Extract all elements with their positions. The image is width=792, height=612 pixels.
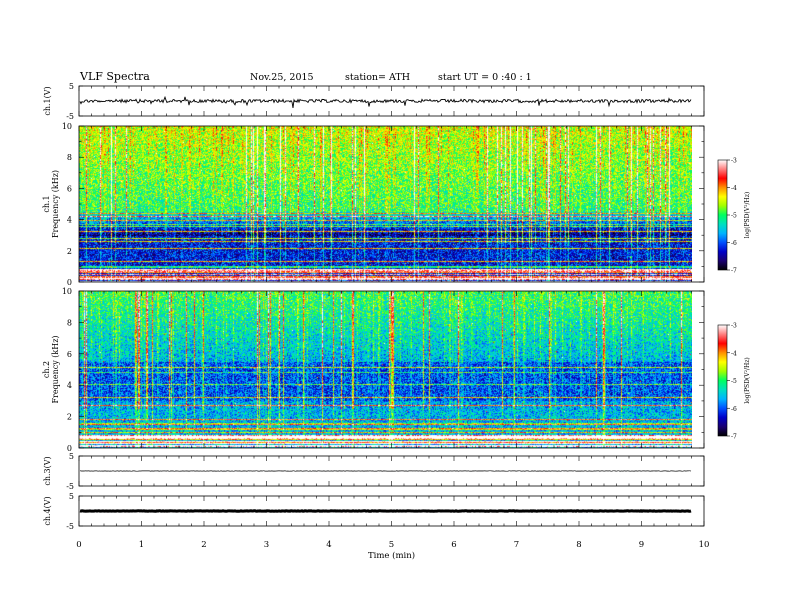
ch3-waveform-ytick: 5 (69, 452, 74, 461)
ch1-spectrogram-ytick: 6 (67, 184, 72, 193)
ch1-spectrogram-colorbar-tick: -7 (731, 268, 737, 275)
ch1-spectrogram-colorbar-tick: -4 (731, 185, 737, 192)
ch4-waveform-ylabel: ch.4(V) (43, 496, 52, 525)
ch3-waveform-ytick: -5 (66, 482, 74, 491)
ch2-spectrogram-image (79, 291, 692, 448)
ch2-spectrogram-colorbar-tick: -3 (731, 323, 737, 330)
ch2-spectrogram-ytick: 2 (67, 413, 72, 422)
ch2-spectrogram-colorbar-tick: -5 (731, 378, 737, 385)
x-axis-label: Time (min) (368, 550, 415, 561)
ch3-waveform-ylabel: ch.3(V) (43, 456, 52, 485)
x-tick-label: 3 (264, 540, 269, 550)
ch1-waveform-trace (79, 95, 692, 108)
x-tick-label: 6 (451, 540, 456, 550)
ch1-spectrogram-colorbar-tick: -6 (731, 240, 737, 247)
ch1-spectrogram-colorbar-tick: -3 (731, 158, 737, 165)
ch1-spectrogram-ytick: 2 (67, 247, 72, 256)
station-label: station= ATH (345, 72, 410, 83)
ch1-spectrogram-ytick: 0 (67, 278, 72, 287)
x-tick-label: 5 (389, 540, 394, 550)
ch2-spectrogram-ylabel-frequency: Frequency (kHz) (51, 335, 60, 403)
x-tick-label: 7 (514, 540, 519, 550)
ch1-spectrogram-image (79, 126, 692, 282)
ch2-spectrogram-colorbar-tick: -4 (731, 350, 737, 357)
x-tick-label: 9 (639, 540, 644, 550)
ch2-spectrogram-ytick: 4 (67, 381, 72, 390)
ch2-spectrogram-colorbar-tick: -7 (731, 434, 737, 441)
start-time-label: start UT = 0 :40 : 1 (438, 72, 532, 83)
ch1-spectrogram-ytick: 4 (67, 216, 72, 225)
ch4-waveform-ytick: -5 (66, 522, 74, 531)
ch1-waveform-ylabel: ch.1(V) (43, 86, 52, 115)
ch2-spectrogram-colorbar-label: log(PSD(V²/Hz) (744, 357, 751, 404)
figure-title: VLF Spectra (80, 70, 150, 83)
date-label: Nov.25, 2015 (250, 72, 314, 83)
x-tick-label: 4 (326, 540, 331, 550)
ch2-spectrogram-ytick: 6 (67, 350, 72, 359)
ch1-spectrogram-colorbar-label: log(PSD(V²/Hz) (744, 192, 751, 239)
x-tick-label: 10 (699, 540, 710, 550)
x-tick-label: 0 (76, 540, 81, 550)
ch1-spectrogram-ylabel-frequency: Frequency (kHz) (51, 170, 60, 238)
ch2-spectrogram-ytick: 8 (67, 318, 72, 327)
ch1-spectrogram-colorbar (717, 159, 728, 271)
ch1-waveform-ytick: 5 (69, 82, 74, 91)
ch2-spectrogram-ytick: 0 (67, 444, 72, 453)
x-tick-label: 8 (576, 540, 581, 550)
x-tick-label: 1 (139, 540, 144, 550)
ch2-spectrogram-colorbar (717, 324, 728, 437)
ch1-spectrogram-colorbar-tick: -5 (731, 213, 737, 220)
ch1-spectrogram-ylabel-channel: ch.1 (42, 195, 51, 212)
ch1-spectrogram-ytick: 10 (62, 122, 72, 131)
ch2-spectrogram-ylabel-channel: ch.2 (42, 361, 51, 378)
ch2-spectrogram-colorbar-tick: -6 (731, 406, 737, 413)
ch2-spectrogram-ytick: 10 (62, 287, 72, 296)
ch1-spectrogram-ytick: 8 (67, 153, 72, 162)
ch1-waveform-ytick: -5 (66, 112, 74, 121)
ch4-waveform-ytick: 5 (69, 492, 74, 501)
x-tick-label: 2 (201, 540, 206, 550)
